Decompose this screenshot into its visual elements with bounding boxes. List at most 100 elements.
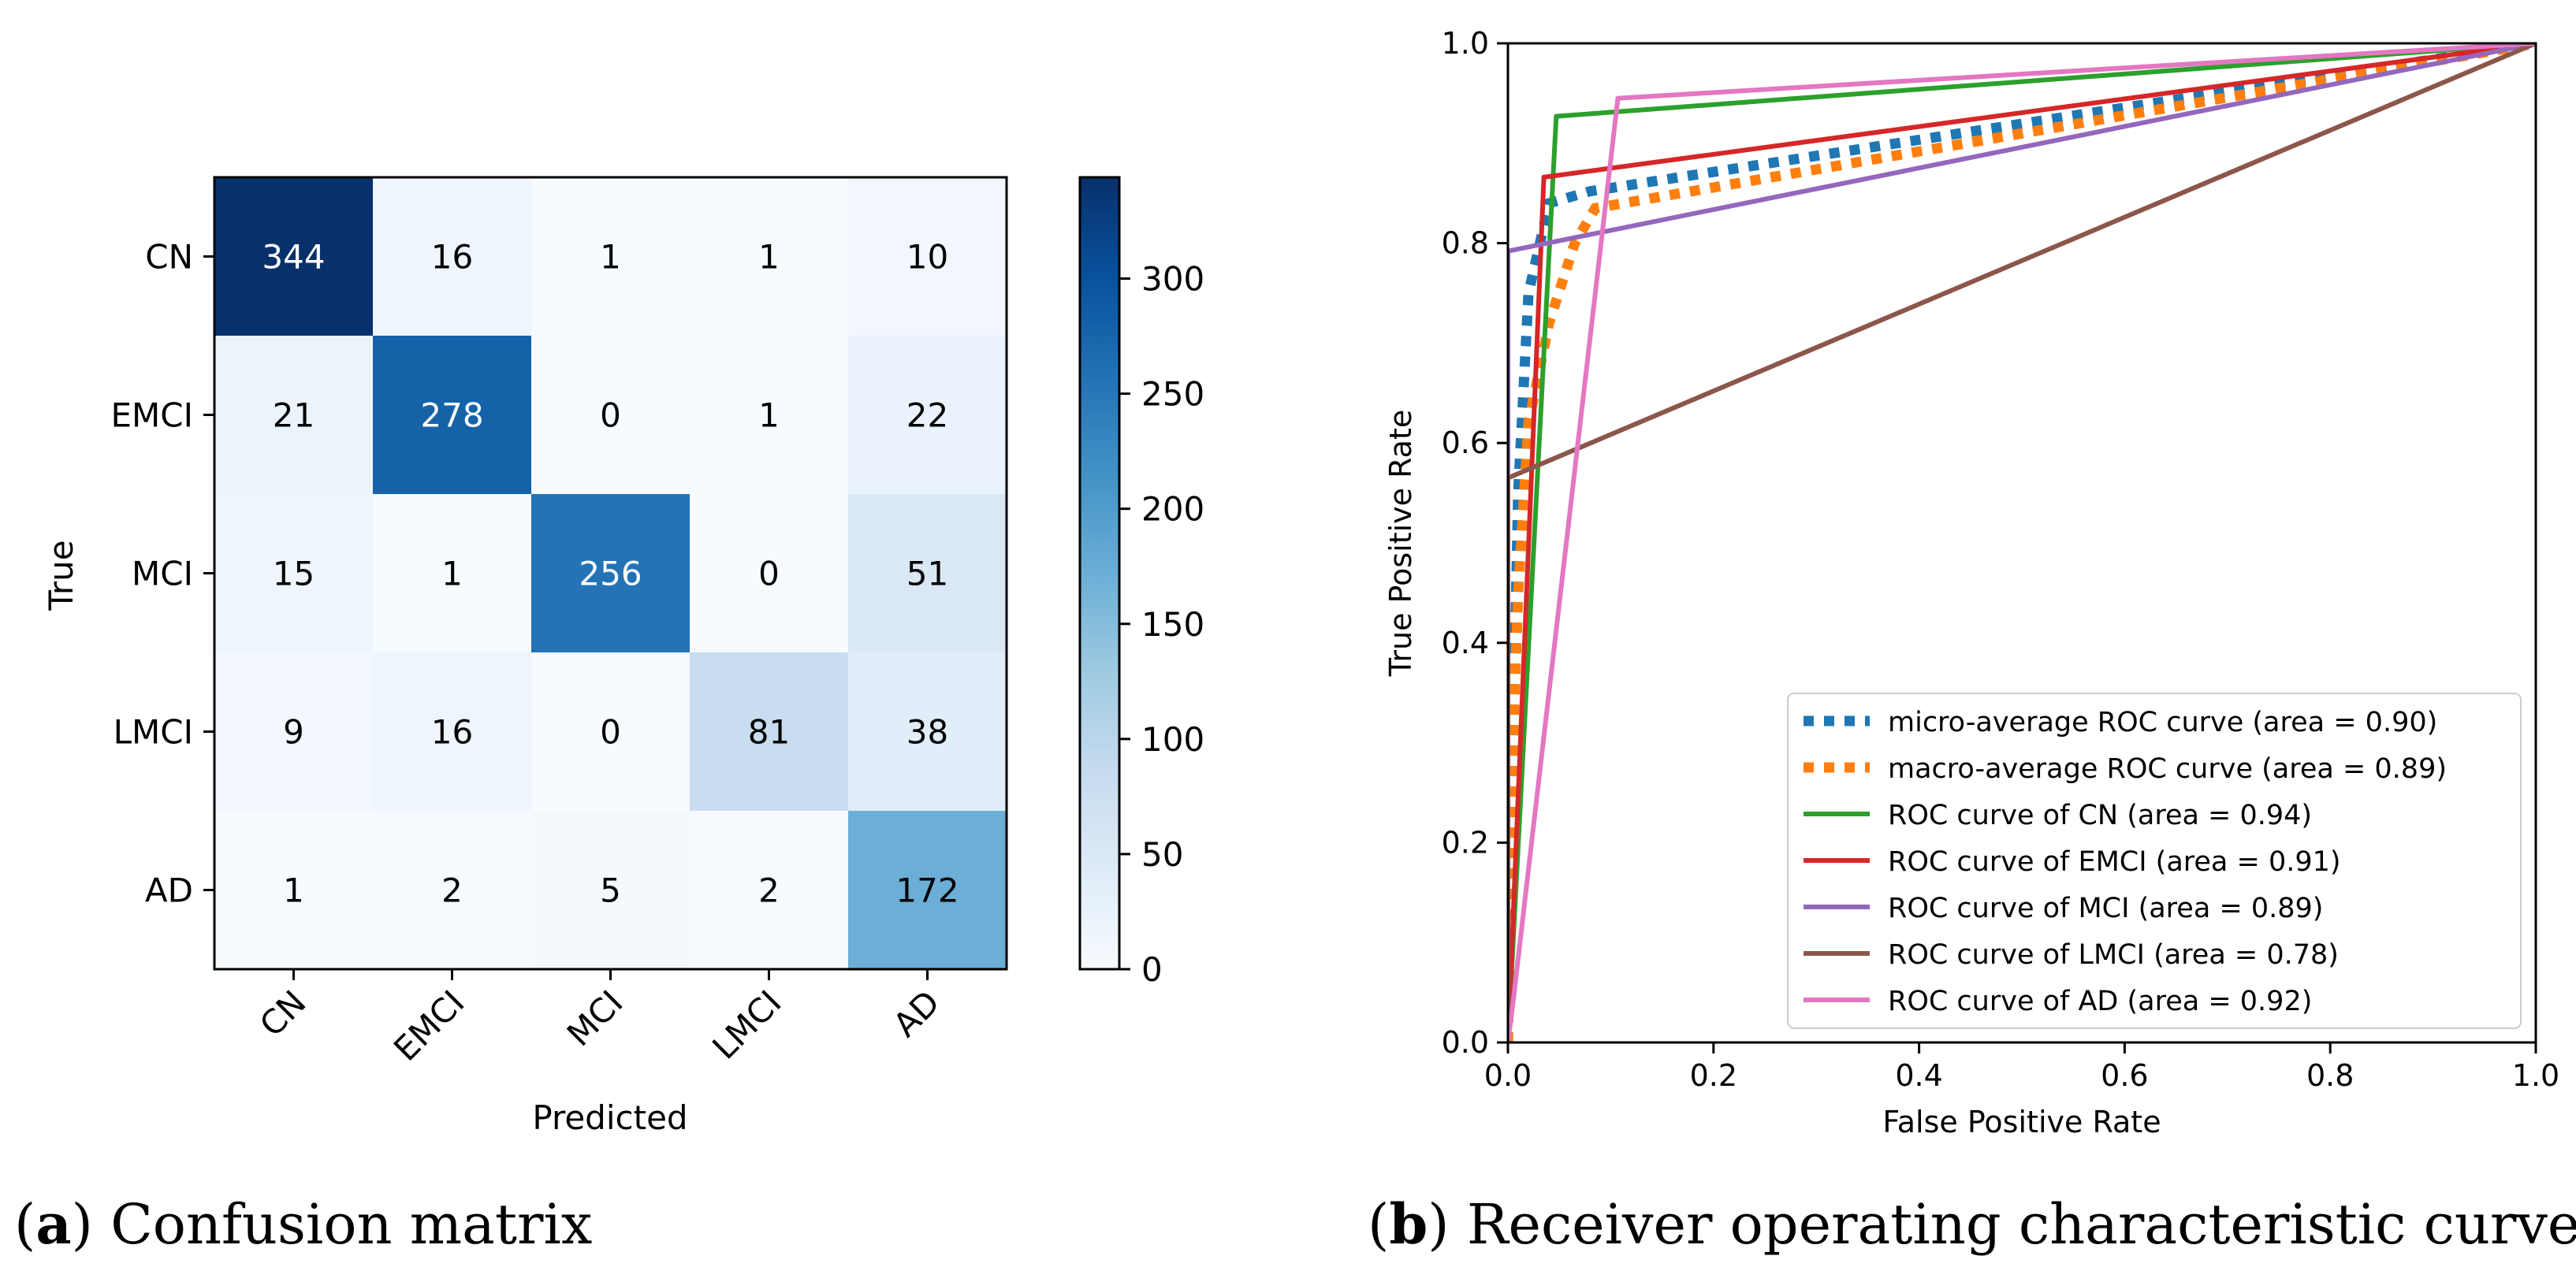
roc-x-tick-label: 1.0 [2512, 1058, 2559, 1093]
heatmap-cell [690, 336, 849, 495]
legend-entry-label: micro-average ROC curve (area = 0.90) [1888, 707, 2437, 738]
colorbar-tick-label: 50 [1141, 835, 1183, 874]
heatmap-cell-label: 1 [283, 871, 304, 910]
legend-entry-label: ROC curve of AD (area = 0.92) [1888, 986, 2312, 1017]
y-tick-label: CN [145, 238, 193, 277]
roc-y-tick-label: 0.4 [1442, 626, 1489, 660]
roc-series-line [1508, 43, 2536, 1042]
y-tick-label: AD [145, 871, 193, 910]
heatmap-cell-label: 21 [273, 396, 315, 435]
roc-y-axis-label: True Positive Rate [1383, 410, 1418, 678]
roc-series-line [1508, 43, 2536, 1042]
heatmap-cell [214, 652, 374, 812]
colorbar-ticks: 0 50 100 150 200 250 300 [1119, 260, 1204, 989]
caption-a-label: a [35, 1191, 72, 1257]
roc-x-axis-label: False Positive Rate [1882, 1105, 2161, 1139]
heatmap-cell-label: 15 [273, 555, 315, 593]
heatmap-cell [531, 652, 691, 812]
roc-x-tick-label: 0.6 [2101, 1058, 2148, 1093]
roc-x-tick-label: 0.8 [2306, 1058, 2354, 1093]
confusion-matrix-x-axis-label: Predicted [532, 1098, 687, 1137]
heatmap-cell [373, 811, 532, 970]
roc-legend-box [1787, 693, 2522, 1029]
heatmap-cell [373, 177, 532, 336]
heatmap-cell [690, 177, 849, 336]
roc-legend: micro-average ROC curve (area = 0.90) mac… [1787, 693, 2522, 1029]
heatmap-cell [690, 494, 849, 653]
heatmap-cell-label: 1 [758, 238, 780, 277]
roc-x-tick-label: 0.4 [1895, 1058, 1942, 1093]
legend-entry-label: macro-average ROC curve (area = 0.89) [1888, 753, 2447, 785]
y-tick-label: EMCI [111, 396, 194, 435]
confusion-matrix-cell-labels: 344 16 1 1 10 21 278 0 1 22 15 1 256 0 51 9 16 0 81 38 1 2 5 2 1… [262, 238, 959, 910]
roc-series-line [1508, 43, 2536, 1042]
heatmap-cell-label: 2 [758, 871, 780, 910]
heatmap-cell-label: 1 [600, 238, 621, 277]
roc-y-ticks: 0.0 0.2 0.4 0.6 0.8 1.0 [1442, 26, 1508, 1060]
heatmap-cell [848, 494, 1007, 653]
colorbar-tick-label: 200 [1141, 490, 1204, 529]
colorbar-tick-label: 0 [1141, 950, 1163, 989]
roc-y-tick-label: 0.6 [1442, 425, 1489, 460]
y-tick-label: LMCI [114, 713, 193, 752]
roc-x-tick-label: 0.2 [1690, 1058, 1737, 1093]
legend-entry-label: ROC curve of CN (area = 0.94) [1888, 800, 2312, 831]
heatmap-cell-label: 81 [748, 713, 790, 752]
heatmap-cell-label: 172 [895, 871, 959, 910]
roc-y-tick-label: 0.0 [1442, 1025, 1489, 1060]
heatmap-cell [214, 177, 374, 336]
heatmap-cell [690, 652, 849, 812]
heatmap-cell [214, 336, 374, 495]
heatmap-cell [373, 336, 532, 495]
caption-a-text: Confusion matrix [92, 1192, 593, 1257]
heatmap-cell-label: 2 [441, 871, 463, 910]
heatmap-cell-label: 16 [431, 238, 473, 277]
roc-series-line [1508, 43, 2536, 1042]
heatmap-cell-label: 9 [283, 713, 304, 752]
heatmap-cell-label: 1 [441, 555, 463, 593]
heatmap-cell [848, 811, 1007, 970]
heatmap-cell [373, 494, 532, 653]
caption-b-text: Receiver operating characteristic curves [1449, 1192, 2576, 1257]
heatmap-cell [531, 494, 691, 653]
confusion-matrix-y-ticks: CN EMCI MCI LMCI AD [111, 238, 214, 910]
colorbar-tick-label: 150 [1141, 605, 1204, 644]
legend-entry-label: ROC curve of MCI (area = 0.89) [1888, 893, 2323, 924]
heatmap-cell [531, 336, 691, 495]
heatmap-cell-label: 38 [906, 713, 948, 752]
heatmap-cell [531, 177, 691, 336]
heatmap-cell [214, 811, 374, 970]
legend-entry-label: ROC curve of EMCI (area = 0.91) [1888, 846, 2341, 878]
caption-b-label: b [1389, 1191, 1428, 1257]
heatmap-cell [848, 652, 1007, 812]
roc-plot-frame [1506, 42, 2537, 1044]
legend-entry-label: ROC curve of LMCI (area = 0.78) [1888, 939, 2339, 971]
heatmap-cell [690, 811, 849, 970]
heatmap-cell [214, 494, 374, 653]
heatmap-cell-label: 51 [906, 555, 948, 593]
roc-y-tick-label: 1.0 [1442, 26, 1489, 61]
heatmap-cell-label: 278 [420, 396, 483, 435]
colorbar-tick-label: 250 [1141, 375, 1204, 414]
roc-series-line [1508, 43, 2536, 1042]
heatmap-cell-label: 10 [906, 238, 948, 277]
y-tick-label: MCI [132, 555, 193, 593]
heatmap-cell-label: 0 [600, 713, 621, 752]
colorbar [1078, 176, 1121, 971]
roc-series-lines [1508, 43, 2536, 1042]
heatmap-cell-label: 16 [431, 713, 473, 752]
caption-b: (b) Receiver operating characteristic cu… [1368, 1191, 2576, 1257]
heatmap-cell-label: 256 [579, 555, 642, 593]
roc-series-line [1508, 43, 2536, 1042]
roc-x-tick-label: 0.0 [1484, 1058, 1532, 1093]
colorbar-tick-label: 100 [1141, 720, 1204, 759]
heatmap-cell [848, 177, 1007, 336]
heatmap-cell-label: 22 [906, 396, 948, 435]
roc-y-tick-label: 0.2 [1442, 825, 1489, 860]
caption-a: (a) Confusion matrix [14, 1191, 593, 1257]
heatmap-cell [373, 652, 532, 812]
confusion-matrix-y-axis-label: True [42, 540, 80, 611]
colorbar-tick-label: 300 [1141, 260, 1204, 299]
